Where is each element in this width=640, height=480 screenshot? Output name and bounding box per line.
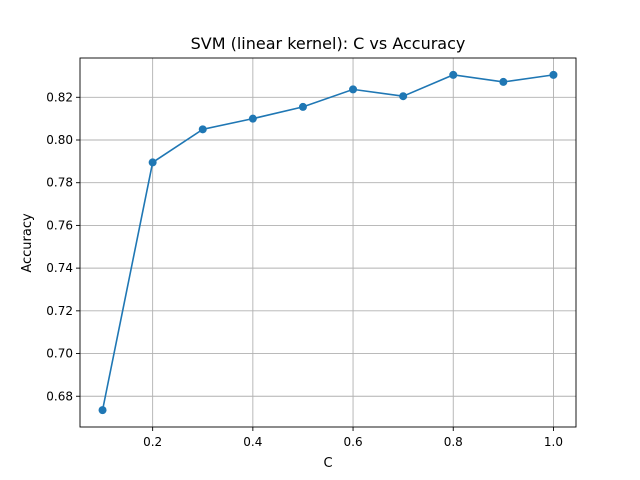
y-tick-label: 0.74 [46,261,73,275]
x-tick-label: 0.4 [243,435,262,449]
y-tick-label: 0.68 [46,389,73,403]
data-point [198,125,207,134]
x-tick-label: 0.2 [143,435,162,449]
chart-title: SVM (linear kernel): C vs Accuracy [191,34,466,53]
data-point [298,102,307,111]
x-tick-label: 0.6 [344,435,363,449]
x-tick-label: 1.0 [544,435,563,449]
y-tick-label: 0.72 [46,304,73,318]
data-point [248,114,257,123]
y-axis-label: Accuracy [20,213,35,273]
y-tick-label: 0.76 [46,218,73,232]
y-tick-label: 0.82 [46,90,73,104]
data-point [349,85,358,94]
grid [80,58,576,427]
data-point [148,158,157,167]
data-point [98,406,107,415]
series-line [101,74,554,411]
y-tick-label: 0.78 [46,176,73,190]
data-point [449,70,458,79]
x-tick-label: 0.8 [444,435,463,449]
data-point [499,77,508,86]
y-tick-label: 0.70 [46,347,73,361]
data-point [549,70,558,79]
data-point [399,92,408,101]
y-tick-label: 0.80 [46,133,73,147]
x-axis-label: C [323,456,332,471]
ticks: 0.2 0.4 0.6 0.8 1.0 0.68 0.70 0.72 0.74 0.76 0.78 0… [46,90,563,449]
series [98,70,558,415]
plot-frame [79,57,577,428]
